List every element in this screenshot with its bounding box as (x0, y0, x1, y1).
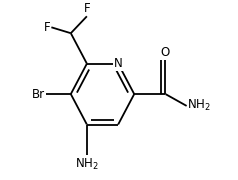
Text: Br: Br (32, 88, 45, 101)
Text: F: F (44, 21, 50, 34)
Text: F: F (84, 3, 90, 15)
Text: O: O (161, 46, 170, 58)
Text: NH$_2$: NH$_2$ (75, 157, 99, 172)
Text: NH$_2$: NH$_2$ (188, 98, 211, 113)
Text: N: N (114, 57, 123, 70)
